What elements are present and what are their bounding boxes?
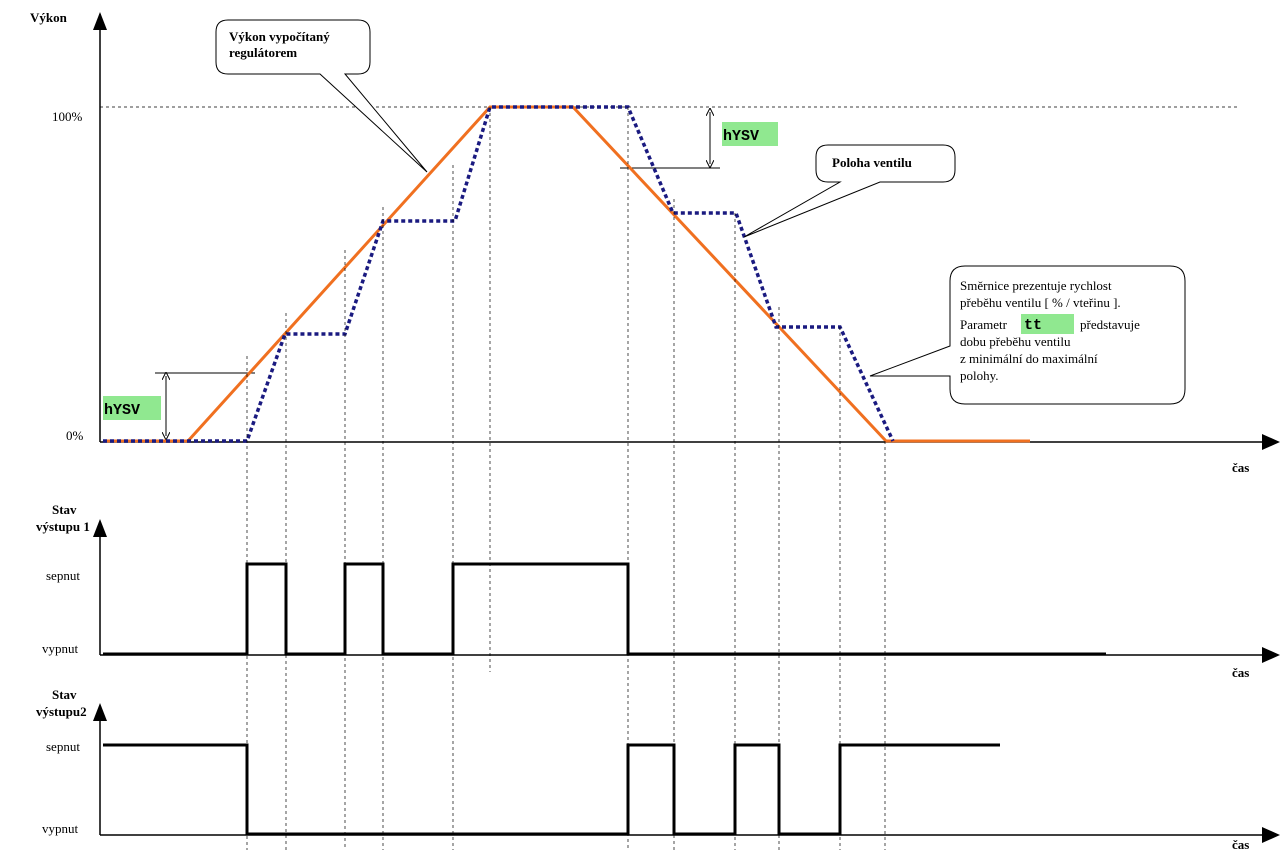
out2-title-line1: Stav: [52, 687, 77, 702]
callout-slope-line3-pre: Parametr: [960, 317, 1008, 332]
callout-valve-bubble: [743, 144, 956, 238]
out2-off-label: vypnut: [42, 821, 79, 836]
out2-y-arrow-icon: [93, 703, 107, 721]
valve-position-line: [103, 105, 895, 443]
top-x-label: čas: [1232, 460, 1249, 475]
callout-slope-line6: polohy.: [960, 368, 999, 383]
callout-slope-line5: z minimální do maximální: [960, 351, 1098, 366]
out1-x-arrow-icon: [1262, 647, 1280, 663]
out2-x-arrow-icon: [1262, 827, 1280, 843]
out1-off-label: vypnut: [42, 641, 79, 656]
out1-on-label: sepnut: [46, 568, 80, 583]
callout-slope-param-highlight: [1021, 314, 1074, 334]
callout-slope-param: tt: [1024, 317, 1042, 334]
callout-slope-line3-post: představuje: [1080, 317, 1140, 332]
out2-signal: [103, 743, 1000, 836]
hyst-left-label: hYSV: [104, 402, 140, 419]
callout-slope-line1: Směrnice prezentuje rychlost: [960, 278, 1112, 293]
hyst-left-highlight: [103, 396, 161, 420]
callout-regulator-line2: regulátorem: [229, 45, 297, 60]
callout-slope-line2: přeběhu ventilu [ % / vteřinu ].: [960, 295, 1121, 310]
out2-on-label: sepnut: [46, 739, 80, 754]
tick-0: 0%: [66, 428, 84, 443]
top-y-label: Výkon: [30, 10, 68, 25]
out2-x-label: čas: [1232, 837, 1249, 850]
output2-chart: Stav výstupu2 sepnut vypnut čas: [36, 687, 1280, 850]
callout-valve-text: Poloha ventilu: [832, 155, 912, 170]
out2-title-line2: výstupu2: [36, 704, 87, 719]
callout-slope-line4: dobu přeběhu ventilu: [960, 334, 1071, 349]
hyst-right-highlight: [722, 122, 778, 146]
out1-x-label: čas: [1232, 665, 1249, 680]
callout-regulator-bubble: [215, 19, 428, 173]
out1-y-arrow-icon: [93, 519, 107, 537]
hyst-right-label: hYSV: [723, 128, 759, 145]
top-x-arrow-icon: [1262, 434, 1280, 450]
output1-chart: Stav výstupu 1 sepnut vypnut čas: [36, 502, 1280, 680]
top-chart: Výkon 100% 0% čas hYSV hYSV Výkon vypočí…: [30, 10, 1280, 475]
callout-slope-bubble: [869, 265, 1186, 405]
tick-100: 100%: [52, 109, 83, 124]
callout-regulator-line1: Výkon vypočítaný: [229, 29, 330, 44]
top-y-arrow-icon: [93, 12, 107, 30]
out1-signal: [103, 562, 1106, 656]
out1-title-line1: Stav: [52, 502, 77, 517]
out1-title-line2: výstupu 1: [36, 519, 90, 534]
